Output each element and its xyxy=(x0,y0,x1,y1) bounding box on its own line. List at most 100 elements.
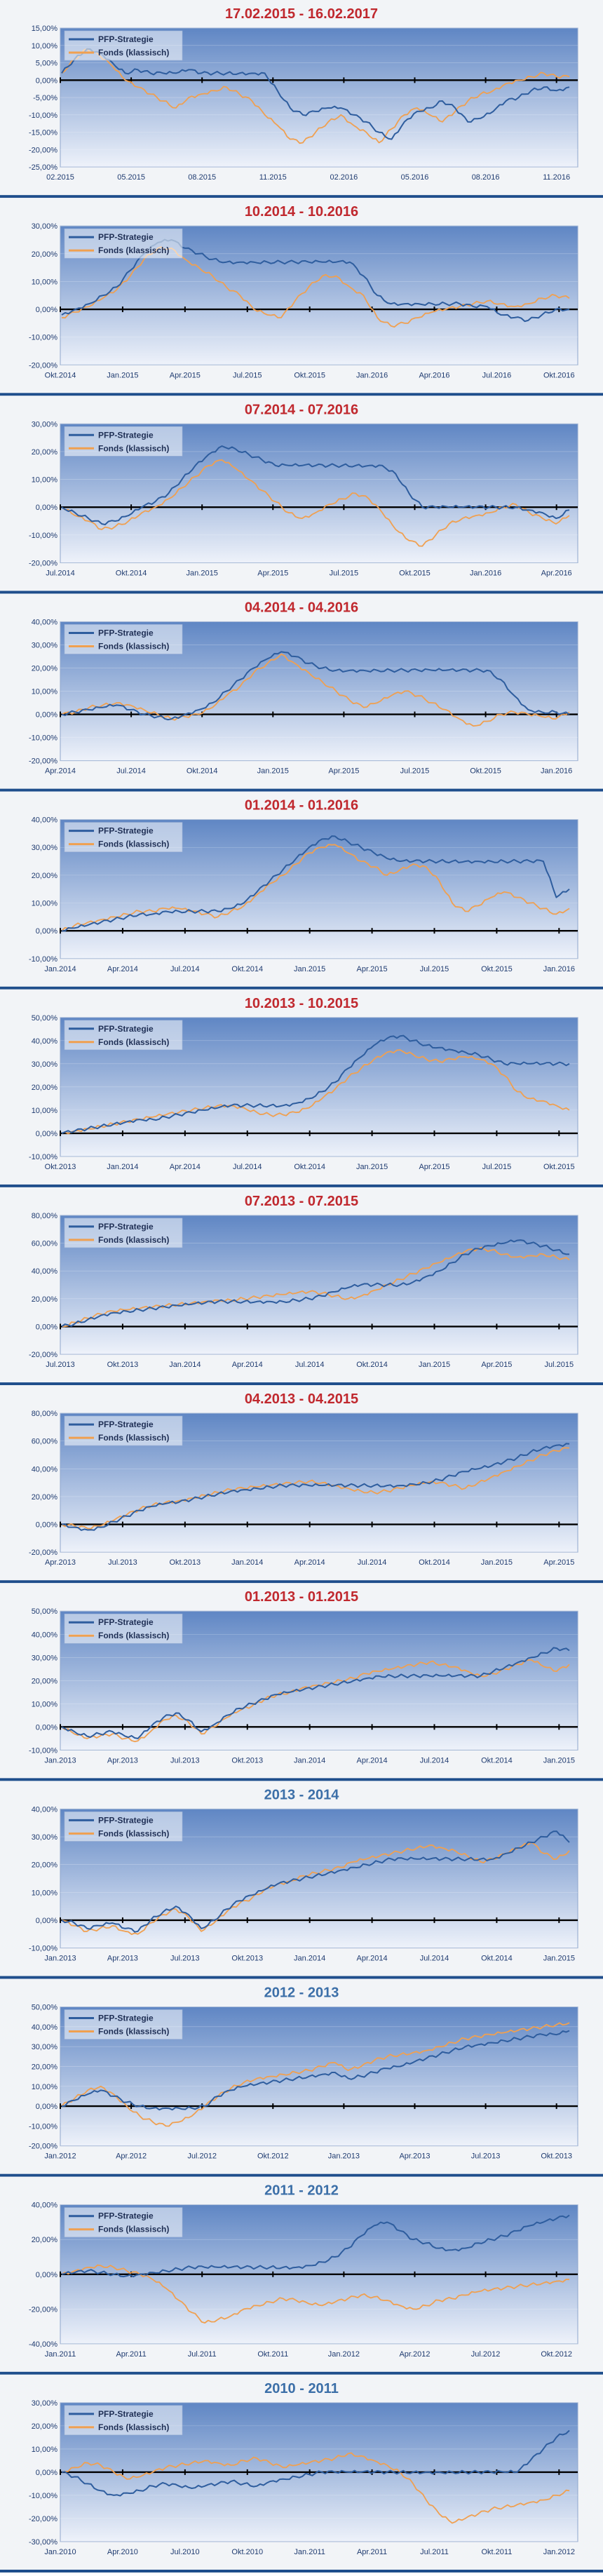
x-tick-label: Apr.2015 xyxy=(481,1361,512,1369)
x-tick-label: Jul.2013 xyxy=(46,1361,75,1369)
y-tick-label: 20,00% xyxy=(32,2063,58,2071)
y-tick-label: 20,00% xyxy=(32,872,58,880)
x-tick-label: Jan.2012 xyxy=(328,2350,360,2359)
x-tick-label: Okt.2015 xyxy=(294,371,325,379)
x-tick-label: Okt.2010 xyxy=(231,2548,263,2556)
y-tick-label: 20,00% xyxy=(32,1493,58,1502)
y-tick-label: 20,00% xyxy=(32,1677,58,1685)
x-tick-label: Okt.2013 xyxy=(231,1756,263,1765)
y-tick-label: -25,00% xyxy=(29,163,57,172)
x-tick-label: Apr.2011 xyxy=(357,2548,387,2556)
chart-title: 17.02.2015 - 16.02.2017 xyxy=(225,6,378,22)
x-tick-label: Jan.2015 xyxy=(257,767,289,776)
series-line-pfp xyxy=(61,2429,570,2497)
x-tick-label: 11.2016 xyxy=(543,173,570,182)
legend-label-fonds: Fonds (klassisch) xyxy=(98,2225,169,2234)
x-tick-label: Jul.2011 xyxy=(188,2350,217,2359)
y-tick-label: 20,00% xyxy=(32,250,58,259)
x-tick-label: Okt.2015 xyxy=(399,569,431,577)
x-tick-label: Apr.2014 xyxy=(294,1558,325,1567)
series-line-pfp xyxy=(61,1647,570,1739)
y-tick-label: 40,00% xyxy=(32,1631,58,1639)
y-tick-label: 30,00% xyxy=(32,1654,58,1662)
legend-label-pfp: PFP-Strategie xyxy=(98,1024,154,1034)
y-tick-label: -10,00% xyxy=(29,2122,57,2131)
y-tick-label: -10,00% xyxy=(29,334,57,342)
y-tick-label: 30,00% xyxy=(32,1060,58,1069)
y-tick-label: 20,00% xyxy=(32,448,58,457)
series-line-fonds xyxy=(61,2022,570,2127)
y-tick-label: 50,00% xyxy=(32,1607,58,1616)
x-tick-label: Jul.2013 xyxy=(170,1756,200,1765)
x-tick-label: Jan.2014 xyxy=(169,1361,201,1369)
x-tick-label: Okt.2014 xyxy=(356,1361,388,1369)
legend-label-fonds: Fonds (klassisch) xyxy=(98,245,169,255)
y-tick-label: 10,00% xyxy=(32,900,58,908)
y-tick-label: 10,00% xyxy=(32,42,58,50)
y-tick-label: -5,00% xyxy=(33,94,57,102)
x-tick-label: Jul.2014 xyxy=(420,1955,449,1963)
y-tick-label: -20,00% xyxy=(29,559,57,567)
y-tick-label: -10,00% xyxy=(29,532,57,540)
legend-label-pfp: PFP-Strategie xyxy=(98,1420,154,1429)
x-tick-label: 05.2015 xyxy=(117,173,145,182)
y-tick-label: -20,00% xyxy=(29,1549,57,1557)
y-tick-label: -10,00% xyxy=(29,1746,57,1755)
legend-box xyxy=(64,1415,183,1446)
x-tick-label: Jan.2013 xyxy=(44,1756,76,1765)
y-tick-label: 30,00% xyxy=(32,222,58,231)
chart-title: 01.2013 - 01.2015 xyxy=(245,1589,358,1605)
x-tick-label: Apr.2015 xyxy=(257,569,288,577)
x-tick-label: Okt.2012 xyxy=(541,2350,572,2359)
y-tick-label: 20,00% xyxy=(32,2236,58,2244)
y-tick-label: 5,00% xyxy=(36,60,57,68)
series-line-fonds xyxy=(61,2452,570,2524)
x-tick-label: Jul.2015 xyxy=(400,767,430,776)
x-tick-label: Apr.2013 xyxy=(399,2152,430,2161)
y-tick-label: 20,00% xyxy=(32,2422,58,2431)
x-tick-label: Jul.2014 xyxy=(295,1361,325,1369)
y-tick-label: 0,00% xyxy=(36,927,57,936)
legend-label-fonds: Fonds (klassisch) xyxy=(98,641,169,651)
legend-label-pfp: PFP-Strategie xyxy=(98,2014,154,2023)
x-tick-label: Jan.2014 xyxy=(107,1163,138,1171)
legend-box xyxy=(64,1812,183,1842)
x-tick-label: Apr.2011 xyxy=(116,2350,146,2359)
series-line-pfp xyxy=(61,445,570,525)
chart-panel: 07.2013 - 07.2015 80,00% 60,00% 40,00% 20,00… xyxy=(0,1187,603,1386)
legend-label-pfp: PFP-Strategie xyxy=(98,2409,154,2419)
legend-label-fonds: Fonds (klassisch) xyxy=(98,48,169,58)
x-tick-label: Jan.2011 xyxy=(45,2350,76,2359)
legend-box xyxy=(64,624,183,654)
legend-box xyxy=(64,228,183,259)
x-tick-label: Okt.2015 xyxy=(470,767,501,776)
y-tick-label: 40,00% xyxy=(32,1037,58,1046)
x-tick-label: Apr.2012 xyxy=(399,2350,430,2359)
y-tick-label: 10,00% xyxy=(32,1700,58,1708)
x-tick-label: 02.2016 xyxy=(330,173,358,182)
y-tick-label: -20,00% xyxy=(29,2305,57,2314)
x-tick-label: Apr.2014 xyxy=(45,767,76,776)
x-tick-label: Jan.2015 xyxy=(543,1756,575,1765)
y-tick-label: -20,00% xyxy=(29,146,57,154)
x-tick-label: Okt.2013 xyxy=(107,1361,139,1369)
legend-label-fonds: Fonds (klassisch) xyxy=(98,1631,169,1640)
y-tick-label: -20,00% xyxy=(29,757,57,766)
y-tick-label: -20,00% xyxy=(29,1351,57,1359)
x-tick-label: Okt.2014 xyxy=(419,1558,450,1567)
y-tick-label: 0,00% xyxy=(36,504,57,512)
x-tick-label: Jan.2012 xyxy=(543,2548,575,2556)
x-tick-label: Jul.2013 xyxy=(170,1955,200,1963)
legend-label-fonds: Fonds (klassisch) xyxy=(98,1037,169,1047)
x-tick-label: Apr.2014 xyxy=(357,1756,388,1765)
y-tick-label: 0,00% xyxy=(36,711,57,720)
x-tick-label: Jan.2016 xyxy=(541,767,572,776)
y-tick-label: 10,00% xyxy=(32,2446,58,2454)
chart-title: 04.2014 - 04.2016 xyxy=(245,600,358,615)
legend-box xyxy=(64,1218,183,1248)
x-tick-label: Apr.2013 xyxy=(107,1756,138,1765)
y-tick-label: 0,00% xyxy=(36,2271,57,2279)
x-tick-label: Apr.2016 xyxy=(541,569,572,577)
series-line-fonds xyxy=(61,1246,570,1328)
